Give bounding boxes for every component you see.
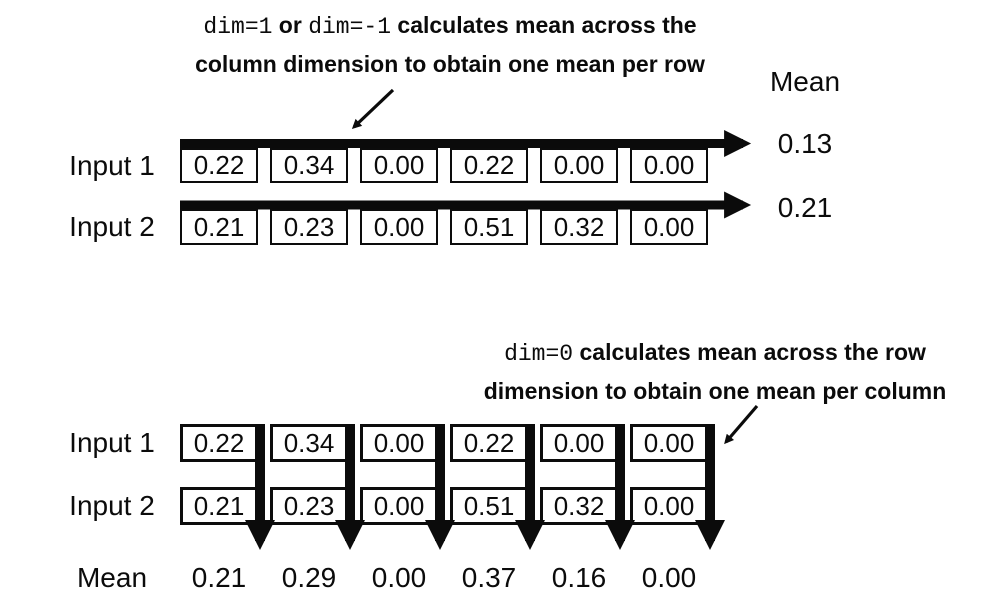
matrix-cell: 0.22: [450, 424, 528, 462]
top-caption-line-2: column dimension to obtain one mean per …: [195, 51, 705, 77]
mean-column-header: Mean: [769, 66, 841, 97]
bottom-annotation-arrow-icon: [724, 404, 759, 445]
matrix-cell: 0.34: [270, 148, 348, 183]
bottom-caption: dim=0 calculates mean across the row dim…: [430, 334, 998, 410]
bottom-input2-label: Input 2: [69, 490, 155, 521]
matrix-cell: 0.32: [540, 209, 618, 245]
matrix-cell: 0.23: [270, 487, 348, 525]
column-mean-value: 0.29: [281, 562, 337, 593]
top-annotation-arrow-icon: [351, 88, 395, 129]
matrix-cell: 0.51: [450, 209, 528, 245]
bottom-input1-label: Input 1: [69, 427, 155, 458]
column-mean-value: 0.37: [461, 562, 517, 593]
matrix-cell: 0.00: [360, 148, 438, 183]
matrix-cell: 0.23: [270, 209, 348, 245]
matrix-cell: 0.00: [540, 424, 618, 462]
row-mean-value-1: 0.13: [777, 128, 833, 159]
matrix-cell: 0.00: [360, 487, 438, 525]
matrix-cell: 0.22: [180, 148, 258, 183]
top-caption-line-1: dim=1 or dim=-1 calculates mean across t…: [203, 12, 697, 40]
matrix-cell: 0.00: [630, 148, 708, 183]
column-mean-value: 0.21: [191, 562, 247, 593]
top-input2-label: Input 2: [69, 211, 155, 242]
matrix-cell: 0.22: [180, 424, 258, 462]
column-mean-value: 0.00: [641, 562, 697, 593]
matrix-cell: 0.21: [180, 209, 258, 245]
bottom-mean-label: Mean: [76, 562, 148, 593]
bottom-caption-line-2: dimension to obtain one mean per column: [483, 378, 947, 404]
bottom-caption-line-1: dim=0 calculates mean across the row: [504, 339, 926, 367]
matrix-cell: 0.34: [270, 424, 348, 462]
dim0-code: dim=0: [504, 341, 574, 367]
matrix-cell: 0.51: [450, 487, 528, 525]
matrix-cell: 0.00: [630, 424, 708, 462]
matrix-cell: 0.00: [630, 487, 708, 525]
matrix-cell: 0.00: [360, 424, 438, 462]
matrix-cell: 0.32: [540, 487, 618, 525]
column-mean-value: 0.00: [371, 562, 427, 593]
matrix-cell: 0.21: [180, 487, 258, 525]
matrix-cell: 0.00: [540, 148, 618, 183]
dim-neg1-code: dim=-1: [308, 14, 392, 40]
top-input1-label: Input 1: [69, 149, 155, 181]
matrix-cell: 0.22: [450, 148, 528, 183]
matrix-cell: 0.00: [630, 209, 708, 245]
top-caption: dim=1 or dim=-1 calculates mean across t…: [140, 7, 760, 83]
matrix-cell: 0.00: [360, 209, 438, 245]
column-mean-value: 0.16: [551, 562, 607, 593]
dim1-code: dim=1: [203, 14, 273, 40]
row-mean-value-2: 0.21: [777, 192, 833, 223]
